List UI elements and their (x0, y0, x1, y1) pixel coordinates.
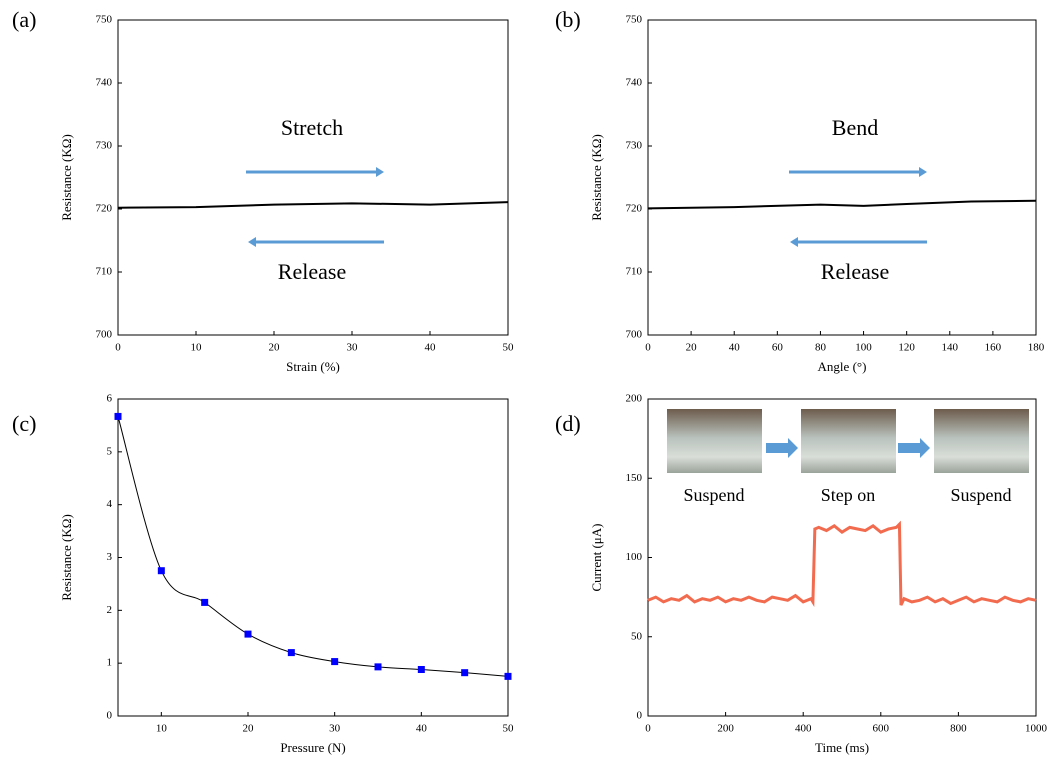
y-tick-label: 6 (107, 393, 113, 405)
x-tick-label: 50 (503, 342, 515, 354)
data-line (117, 416, 509, 677)
x-tick-label: 50 (503, 723, 515, 735)
x-tick-label: 20 (269, 342, 281, 354)
annotation: Suspend (683, 485, 744, 505)
marker (114, 412, 122, 420)
y-tick-label: 1 (107, 657, 113, 669)
x-tick-label: 60 (772, 342, 784, 354)
annotation: Step on (821, 485, 876, 505)
x-tick-label: 0 (645, 723, 651, 735)
x-tick-label: 10 (156, 723, 168, 735)
y-tick-label: 730 (626, 140, 643, 152)
x-tick-label: 10 (191, 342, 203, 354)
photo (801, 409, 896, 473)
marker (157, 567, 165, 575)
plot-frame (117, 19, 509, 336)
arrow-head (788, 438, 798, 458)
y-tick-label: 5 (107, 445, 113, 457)
marker (331, 658, 339, 666)
marker (201, 598, 209, 606)
x-axis-label: Angle (°) (818, 359, 867, 374)
x-tick-label: 20 (243, 723, 255, 735)
arrow-head (248, 237, 256, 247)
x-tick-label: 400 (795, 723, 812, 735)
plot-frame (647, 19, 1037, 336)
y-tick-label: 0 (107, 710, 113, 722)
x-tick-label: 30 (329, 723, 341, 735)
arrow-head (376, 167, 384, 177)
x-tick-label: 200 (717, 723, 734, 735)
x-tick-label: 1000 (1025, 723, 1048, 735)
x-tick-label: 600 (873, 723, 890, 735)
x-tick-label: 120 (898, 342, 915, 354)
y-tick-label: 150 (626, 472, 643, 484)
x-axis-label: Pressure (N) (280, 740, 345, 755)
y-axis-label: Current (μA) (589, 524, 604, 592)
x-tick-label: 40 (729, 342, 741, 354)
plot-frame (117, 398, 509, 717)
y-axis-label: Resistance (KΩ) (59, 134, 74, 221)
y-tick-label: 50 (631, 630, 643, 642)
x-tick-label: 160 (985, 342, 1002, 354)
marker (504, 672, 512, 680)
x-tick-label: 20 (686, 342, 698, 354)
annotation: Release (278, 259, 346, 284)
data-line (117, 201, 509, 209)
y-tick-label: 710 (626, 266, 643, 278)
marker (287, 649, 295, 657)
marker (461, 669, 469, 677)
x-axis-label: Time (ms) (815, 740, 869, 755)
y-tick-label: 100 (626, 551, 643, 563)
arrow-head (790, 237, 798, 247)
panel-label: (b) (555, 7, 581, 32)
y-tick-label: 700 (96, 329, 113, 341)
x-axis-label: Strain (%) (286, 359, 340, 374)
photo (934, 409, 1029, 473)
panel-label: (a) (12, 7, 36, 32)
y-tick-label: 740 (96, 77, 113, 89)
marker (417, 666, 425, 674)
photo (667, 409, 762, 473)
y-tick-label: 0 (637, 710, 643, 722)
y-axis-label: Resistance (KΩ) (589, 134, 604, 221)
x-tick-label: 100 (855, 342, 872, 354)
y-tick-label: 750 (626, 14, 643, 26)
annotation: Suspend (950, 485, 1011, 505)
y-tick-label: 750 (96, 14, 113, 26)
annotation: Bend (832, 115, 878, 140)
y-tick-label: 3 (107, 551, 113, 563)
arrow-head (919, 167, 927, 177)
annotation: Release (821, 259, 889, 284)
x-tick-label: 40 (416, 723, 428, 735)
x-tick-label: 800 (950, 723, 967, 735)
data-line (647, 520, 1037, 607)
y-tick-label: 720 (96, 203, 113, 215)
y-tick-label: 4 (107, 498, 113, 510)
y-tick-label: 700 (626, 329, 643, 341)
data-line (647, 199, 1037, 210)
y-tick-label: 710 (96, 266, 113, 278)
marker (374, 663, 382, 671)
panel-label: (d) (555, 411, 581, 436)
panel-label: (c) (12, 411, 36, 436)
x-tick-label: 80 (815, 342, 827, 354)
x-tick-label: 140 (942, 342, 959, 354)
y-tick-label: 720 (626, 203, 643, 215)
y-tick-label: 730 (96, 140, 113, 152)
marker (244, 630, 252, 638)
y-tick-label: 740 (626, 77, 643, 89)
x-tick-label: 180 (1028, 342, 1045, 354)
x-tick-label: 0 (645, 342, 651, 354)
x-tick-label: 30 (347, 342, 359, 354)
y-axis-label: Resistance (KΩ) (59, 514, 74, 601)
y-tick-label: 200 (626, 393, 643, 405)
annotation: Stretch (281, 115, 343, 140)
x-tick-label: 0 (115, 342, 121, 354)
y-tick-label: 2 (107, 604, 113, 616)
arrow-head (920, 438, 930, 458)
x-tick-label: 40 (425, 342, 437, 354)
